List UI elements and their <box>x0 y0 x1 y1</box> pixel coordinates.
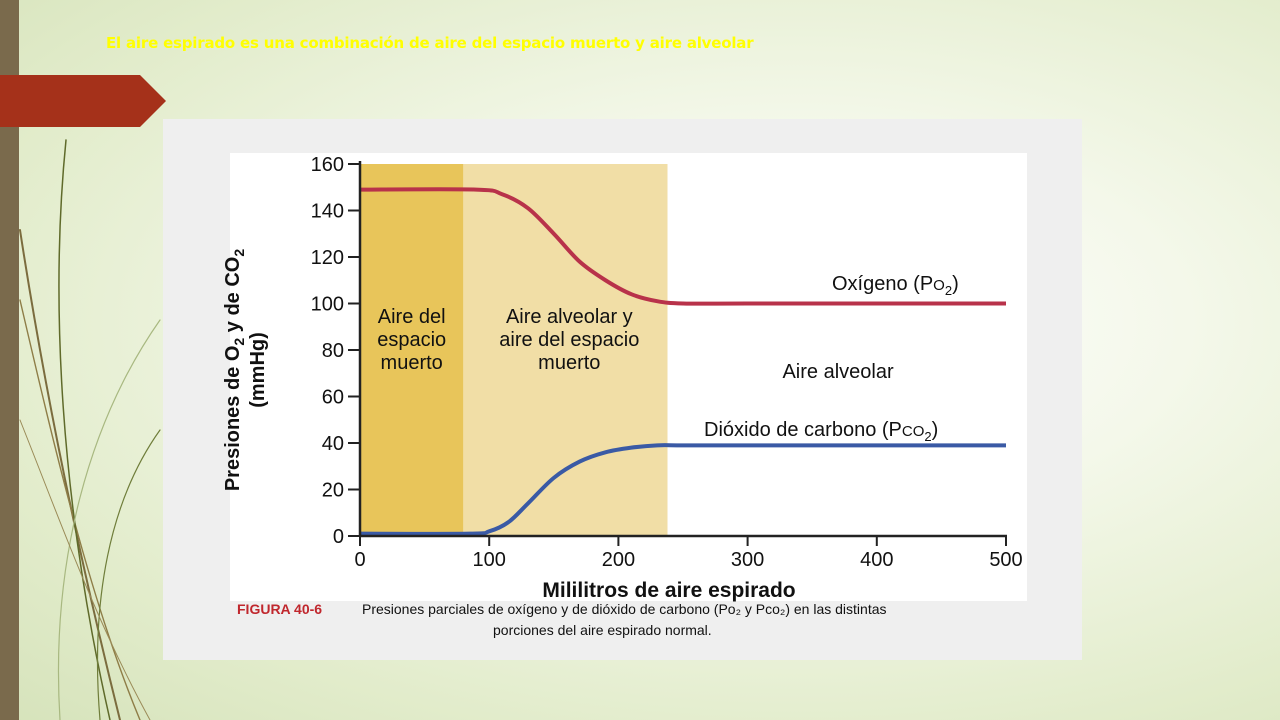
y-axis-label-line1: Presiones de O2 y de CO2 <box>222 249 247 492</box>
series-label-co2: Dióxido de carbono (PCO2) <box>704 419 938 444</box>
y-tick-label: 60 <box>322 387 344 409</box>
y-tick-label: 40 <box>322 433 344 455</box>
series-line-co2 <box>359 443 1006 536</box>
decorative-swoosh-lines <box>19 139 161 720</box>
y-axis-label-line2: (mmHg) <box>247 332 269 408</box>
region-label-alveolar-line: Aire alveolar <box>782 361 894 383</box>
region-label-dead-space-line: Aire del <box>378 306 446 328</box>
series-label-text: Oxígeno (P <box>832 273 933 295</box>
x-tick-label: 200 <box>602 549 635 571</box>
region-label-mixed-line: muerto <box>538 352 600 374</box>
series-label-subscript-number: 2 <box>924 429 931 444</box>
x-axis-label: Mililitros de aire espirado <box>542 579 795 602</box>
caption-figure-label: FIGURA 40-6 <box>237 601 322 617</box>
series-line-oxygen <box>359 187 1006 306</box>
x-tick-label: 300 <box>731 549 764 571</box>
region-mixed <box>463 164 668 536</box>
y-axis-label-part: y de CO <box>222 257 244 338</box>
figure-caption: FIGURA 40-6 Presiones parciales de oxígen… <box>237 601 887 638</box>
region-label-mixed-line: aire del espacio <box>499 329 639 351</box>
left-accent-bar <box>0 0 19 720</box>
caption-text-line1: Presiones parciales de oxígeno y de dióx… <box>362 601 887 617</box>
accent-arrow <box>0 75 166 127</box>
series-label-subscript-number: 2 <box>945 283 952 298</box>
y-tick-label: 0 <box>333 526 344 548</box>
regions-layer <box>360 164 668 536</box>
series-label-subscript: CO <box>902 423 925 440</box>
axes-layer: 0 20 40 60 80 100 120 140 160 0 100 200 300 400 500 <box>311 154 1023 571</box>
caption-text-line2: porciones del aire espirado normal. <box>493 622 712 638</box>
y-tick-label: 80 <box>322 340 344 362</box>
region-label-dead-space-line: espacio <box>377 329 446 351</box>
series-label-close-paren: ) <box>932 419 939 441</box>
series-label-subscript: O <box>933 277 945 294</box>
region-label-dead-space-line: muerto <box>381 352 443 374</box>
series-label-oxygen: Oxígeno (PO2) <box>832 273 959 298</box>
x-tick-label: 100 <box>473 549 506 571</box>
series-lines-layer <box>359 187 1006 536</box>
slide-title: El aire espirado es una combinación de a… <box>106 34 754 52</box>
x-tick-label: 0 <box>354 549 365 571</box>
y-tick-label: 140 <box>311 201 344 223</box>
series-label-close-paren: ) <box>952 273 959 295</box>
y-axis-label-subscript: 2 <box>231 249 247 257</box>
x-tick-label: 400 <box>860 549 893 571</box>
figure-panel: Aire del espacio muerto Aire alveolar y aire… <box>163 119 1082 660</box>
series-labels-layer: Oxígeno (PO2)Dióxido de carbono (PCO2) <box>704 273 959 444</box>
region-dead-space <box>360 164 464 536</box>
y-axis-label-group: Presiones de O2 y de CO2(mmHg) <box>222 249 269 492</box>
region-label-mixed-line: Aire alveolar y <box>506 306 633 328</box>
y-axis-label-part: Presiones de O <box>222 346 244 492</box>
y-axis-label-subscript: 2 <box>231 338 247 346</box>
y-tick-label: 160 <box>311 154 344 176</box>
x-tick-label: 500 <box>989 549 1022 571</box>
y-tick-label: 20 <box>322 480 344 502</box>
y-tick-label: 100 <box>311 294 344 316</box>
y-tick-label: 120 <box>311 247 344 269</box>
series-label-text: Dióxido de carbono (P <box>704 419 902 441</box>
